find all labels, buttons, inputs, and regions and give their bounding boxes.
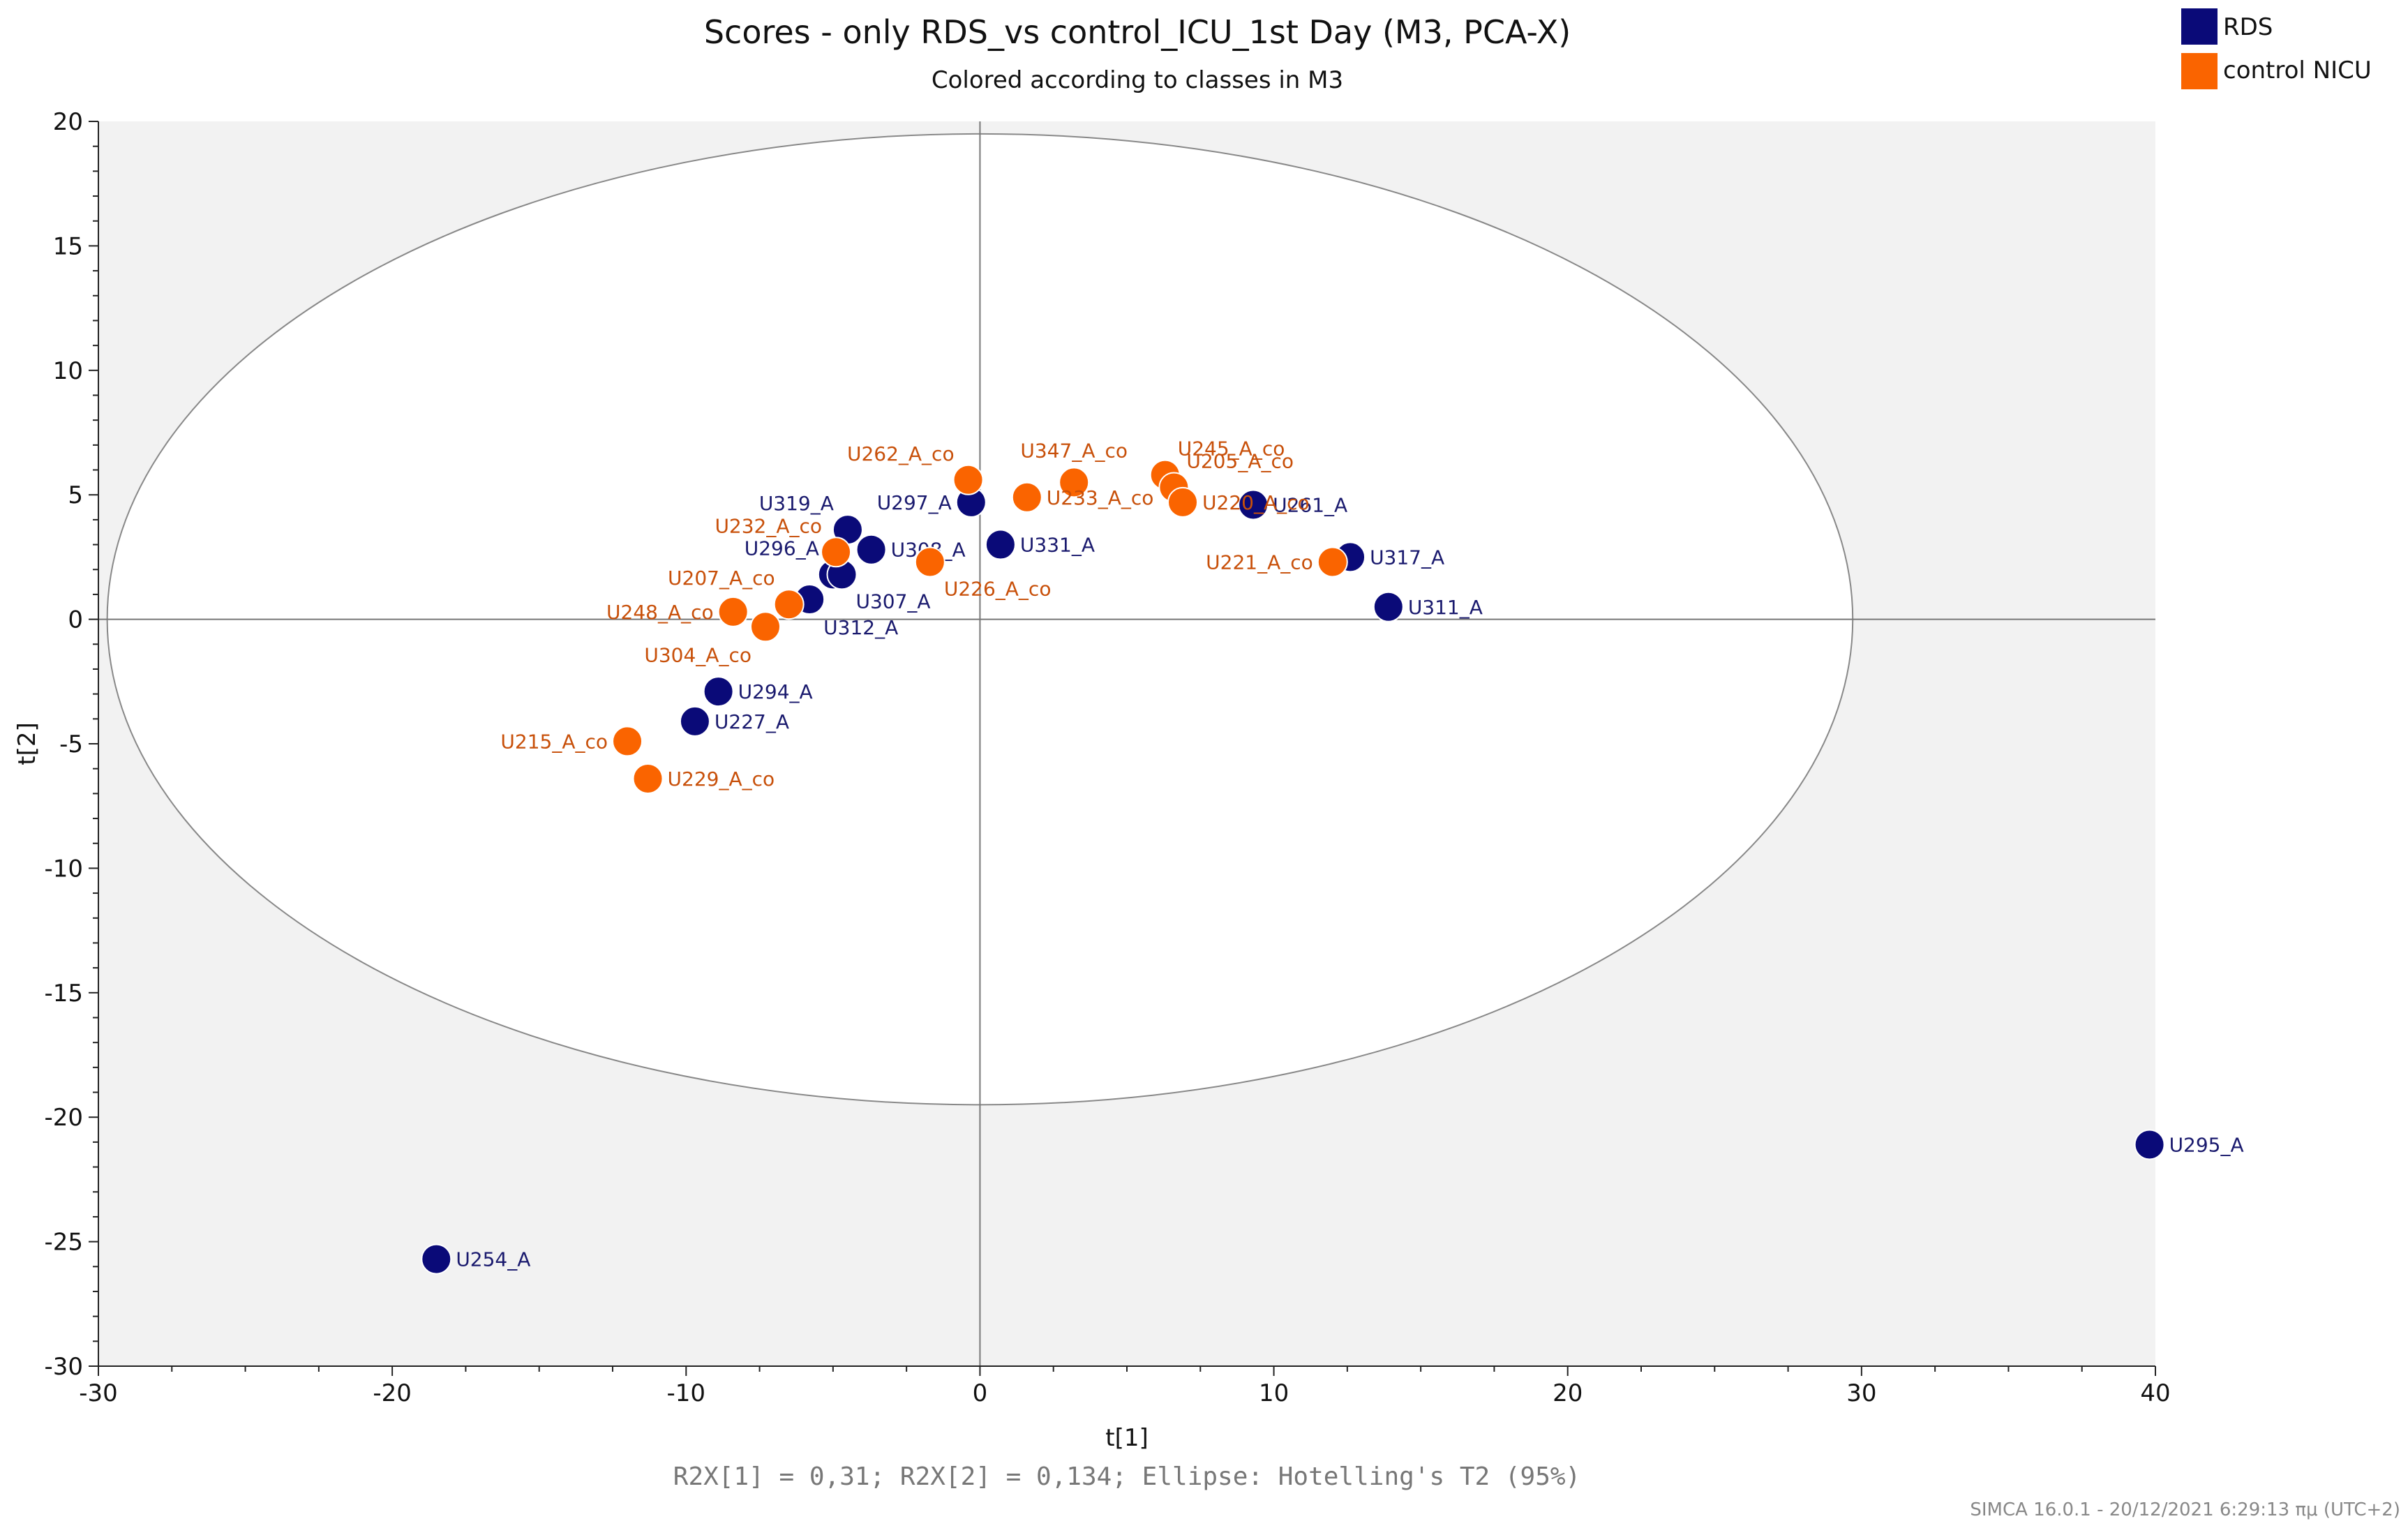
- x-tick-label: 20: [1553, 1379, 1583, 1407]
- data-point[interactable]: [1167, 486, 1199, 518]
- legend-label-rds: RDS: [2223, 13, 2273, 41]
- point-label: U296_A: [745, 537, 819, 560]
- y-tick-label: -20: [44, 1104, 83, 1132]
- point-label: U227_A: [715, 710, 789, 733]
- point-label: U220_A_co: [1202, 491, 1310, 514]
- y-tick-label: -5: [59, 731, 83, 758]
- point-label: U226_A_co: [944, 578, 1052, 601]
- x-tick-label: 0: [973, 1379, 988, 1407]
- point-label: U304_A_co: [644, 643, 751, 666]
- data-point[interactable]: [679, 705, 710, 737]
- data-point[interactable]: [717, 596, 749, 627]
- point-label: U297_A: [877, 491, 952, 514]
- y-tick-label: -15: [44, 980, 83, 1008]
- point-label: U294_A: [738, 680, 813, 703]
- data-point[interactable]: [703, 676, 734, 707]
- footer-stats: R2X[1] = 0,31; R2X[2] = 0,134; Ellipse: …: [673, 1462, 1580, 1491]
- legend: RDS control NICU: [2181, 8, 2372, 89]
- y-tick-label: -30: [44, 1353, 83, 1381]
- y-tick-label: 10: [53, 357, 83, 385]
- data-point[interactable]: [1238, 489, 1269, 521]
- data-point[interactable]: [914, 546, 945, 578]
- point-label: U262_A_co: [847, 442, 955, 465]
- x-axis-label: t[1]: [1105, 1424, 1149, 1452]
- data-point[interactable]: [773, 589, 805, 620]
- point-label: U245_A_co: [1178, 437, 1285, 460]
- x-tick-label: -30: [79, 1379, 118, 1407]
- y-tick-label: 20: [53, 108, 83, 136]
- data-point[interactable]: [1059, 467, 1090, 498]
- point-label: U248_A_co: [606, 601, 714, 624]
- data-point[interactable]: [985, 529, 1016, 560]
- data-point[interactable]: [1317, 546, 1348, 578]
- point-label: U319_A: [759, 492, 834, 515]
- legend-swatch-control-nicu: [2181, 53, 2218, 89]
- data-point[interactable]: [821, 537, 852, 568]
- point-label: U215_A_co: [500, 730, 608, 753]
- x-tick-label: 10: [1259, 1379, 1289, 1407]
- point-label: U229_A_co: [668, 768, 775, 791]
- data-point[interactable]: [1373, 591, 1404, 622]
- point-label: U254_A: [456, 1248, 530, 1271]
- point-label: U312_A: [823, 616, 898, 639]
- point-label: U295_A: [2169, 1133, 2244, 1156]
- y-tick-label: -10: [44, 855, 83, 883]
- data-point[interactable]: [2134, 1129, 2165, 1160]
- point-label: U232_A_co: [715, 514, 822, 537]
- data-point[interactable]: [1011, 481, 1042, 513]
- y-tick-label: -25: [44, 1229, 83, 1257]
- chart-subtitle: Colored according to classes in M3: [932, 66, 1343, 94]
- legend-label-control-nicu: control NICU: [2223, 57, 2372, 84]
- data-point[interactable]: [952, 464, 984, 495]
- y-tick-label: 15: [53, 232, 83, 260]
- data-point[interactable]: [632, 763, 664, 794]
- point-label: U307_A: [855, 590, 930, 613]
- point-label: U205_A_co: [1186, 449, 1294, 472]
- x-tick-label: -10: [667, 1379, 706, 1407]
- y-axis-label: t[2]: [13, 722, 41, 765]
- x-tick-label: -20: [373, 1379, 412, 1407]
- point-label: U317_A: [1370, 546, 1444, 569]
- point-label: U311_A: [1408, 596, 1483, 619]
- data-point[interactable]: [612, 726, 643, 757]
- legend-swatch-rds: [2181, 8, 2218, 45]
- x-tick-label: 30: [1846, 1379, 1876, 1407]
- point-label: U233_A_co: [1047, 486, 1154, 509]
- x-tick-label: 40: [2140, 1379, 2170, 1407]
- data-point[interactable]: [749, 611, 781, 643]
- y-tick-label: 0: [68, 606, 83, 634]
- point-label: U207_A_co: [668, 567, 775, 590]
- point-label: U331_A: [1020, 534, 1095, 557]
- y-tick-label: 5: [68, 481, 83, 509]
- chart-title: Scores - only RDS_vs control_ICU_1st Day…: [704, 13, 1571, 51]
- data-point[interactable]: [855, 534, 887, 565]
- point-label: U347_A_co: [1020, 439, 1128, 462]
- data-point[interactable]: [421, 1243, 452, 1275]
- software-stamp: SIMCA 16.0.1 - 20/12/2021 6:29:13 πμ (UT…: [1970, 1499, 2400, 1520]
- point-label: U261_A: [1273, 493, 1347, 516]
- point-label: U221_A_co: [1206, 551, 1313, 574]
